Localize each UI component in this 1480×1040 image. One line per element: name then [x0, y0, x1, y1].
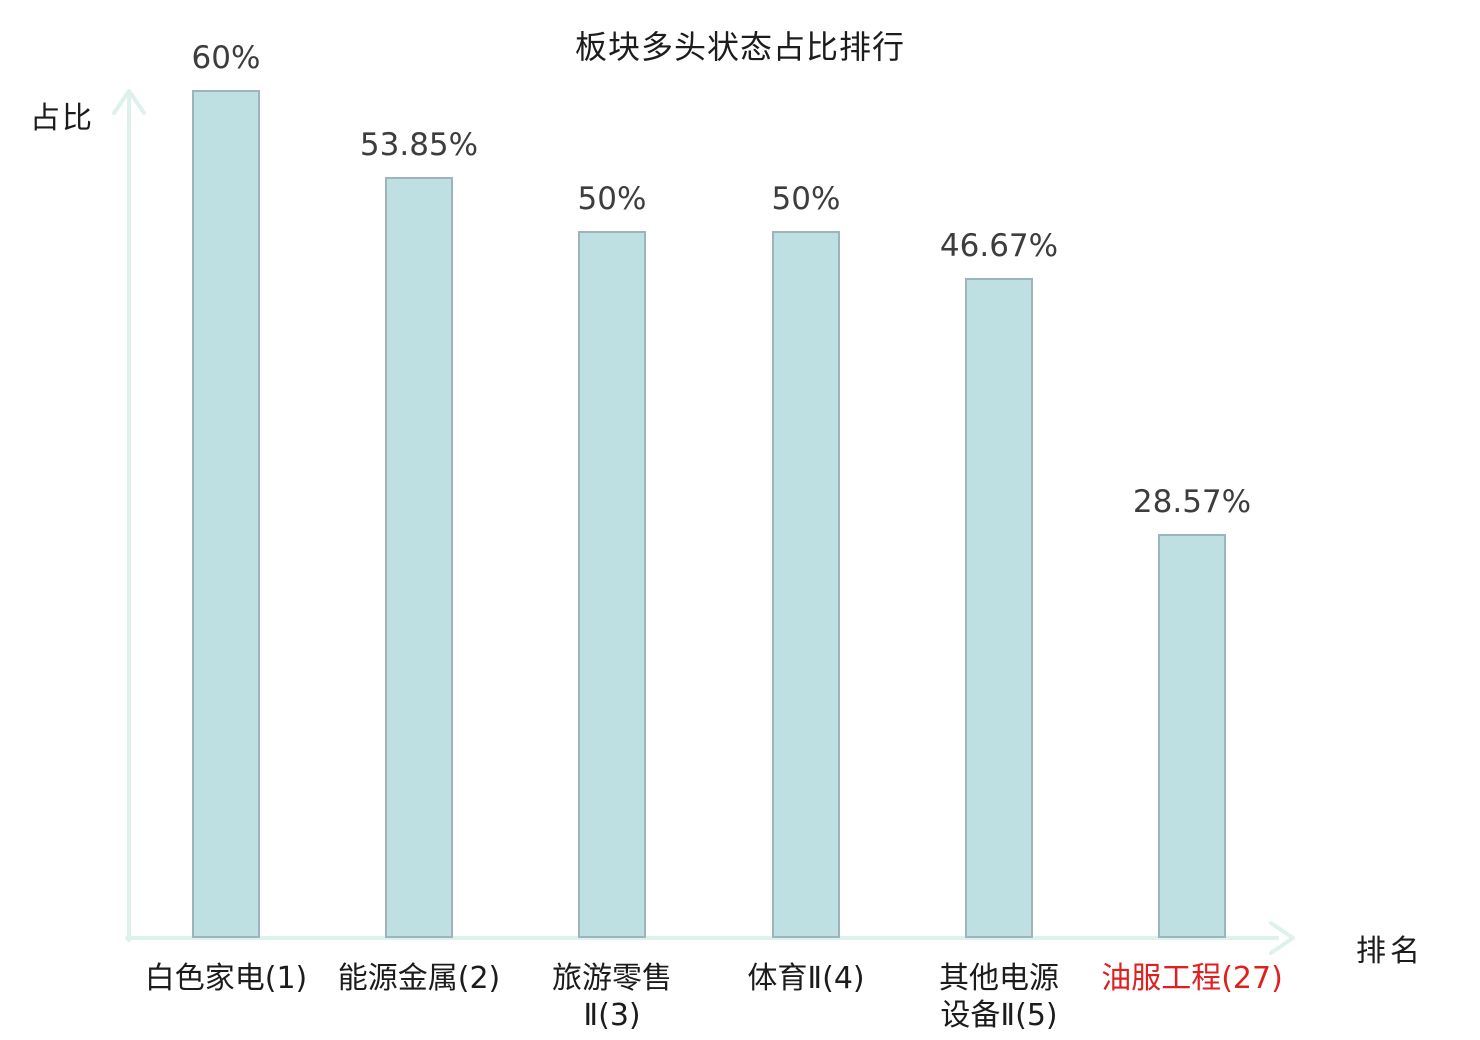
bar-value-label: 28.57%	[1132, 484, 1252, 520]
x-axis-label: 排名	[1356, 934, 1424, 969]
bar-value-label: 50%	[577, 181, 647, 217]
bar-category-label: 旅游零售 Ⅱ(3)	[552, 961, 672, 1033]
bar	[192, 90, 260, 938]
bar-category-label: 油服工程(27)	[1101, 961, 1283, 996]
x-axis-line	[125, 921, 1295, 955]
bar-category-label: 其他电源 设备Ⅱ(5)	[939, 961, 1059, 1033]
bar	[772, 231, 840, 938]
bar	[578, 231, 646, 938]
bar-value-label: 46.67%	[939, 228, 1059, 264]
bar-category-label: 体育Ⅱ(4)	[747, 961, 865, 996]
bar-value-label: 53.85%	[359, 127, 479, 163]
bar-value-label: 60%	[191, 40, 261, 76]
bar	[1158, 534, 1226, 938]
bar	[965, 278, 1033, 938]
bar-category-label: 能源金属(2)	[337, 961, 501, 996]
y-axis-label: 占比	[30, 101, 94, 136]
y-axis-arrow-icon	[112, 89, 146, 115]
bar-value-label: 50%	[771, 181, 841, 217]
y-axis-line	[112, 89, 146, 942]
chart-title: 板块多头状态占比排行	[574, 28, 905, 66]
bar	[385, 177, 453, 938]
x-axis-arrow-icon	[1269, 921, 1295, 955]
bar-category-label: 白色家电(1)	[144, 961, 308, 996]
